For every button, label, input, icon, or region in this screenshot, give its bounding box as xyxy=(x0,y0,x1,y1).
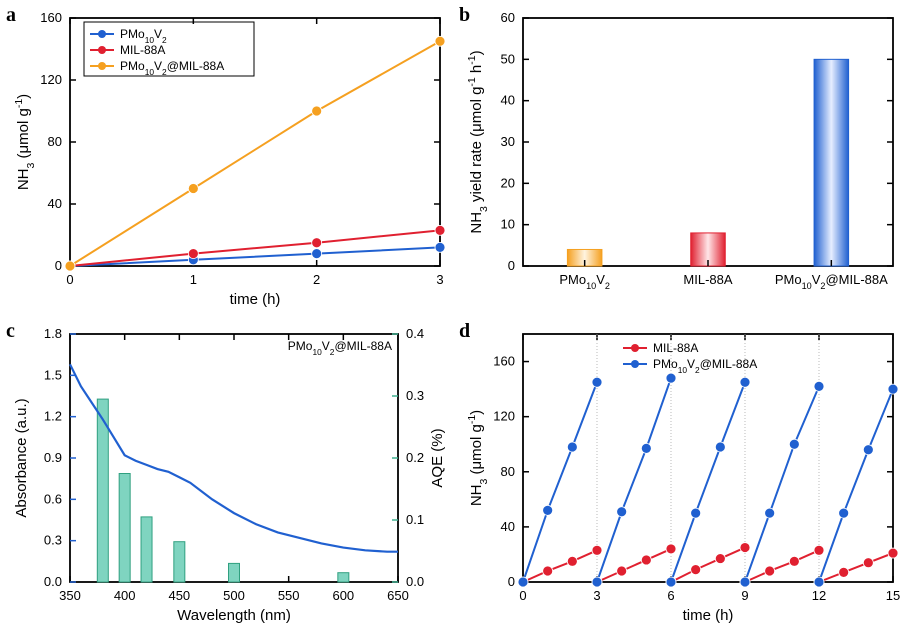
svg-text:0: 0 xyxy=(55,258,62,273)
svg-text:20: 20 xyxy=(501,175,515,190)
svg-text:0.0: 0.0 xyxy=(406,574,424,589)
panel-b-label: b xyxy=(459,4,470,27)
svg-text:550: 550 xyxy=(278,588,300,603)
svg-text:0.4: 0.4 xyxy=(406,326,424,341)
svg-text:0.2: 0.2 xyxy=(406,450,424,465)
svg-text:MIL-88A: MIL-88A xyxy=(120,43,165,57)
panel-a-svg: 0 1 2 3 0 40 80 120 160 time (h) NH3 (μmol g-1) PMo… xyxy=(0,0,453,316)
svg-text:50: 50 xyxy=(501,51,515,66)
svg-text:6: 6 xyxy=(667,588,674,603)
svg-text:9: 9 xyxy=(741,588,748,603)
svg-text:160: 160 xyxy=(493,354,515,369)
svg-text:time (h): time (h) xyxy=(230,291,281,308)
panel-c: c 3504004505005506006500.00.30.60.91.21.… xyxy=(0,316,453,632)
svg-text:400: 400 xyxy=(114,588,136,603)
svg-text:3: 3 xyxy=(593,588,600,603)
panel-d: d 0 3 6 9 12 15 0 40 80 120 160 time (h) NH3 (μmol g… xyxy=(453,316,906,632)
svg-text:40: 40 xyxy=(501,93,515,108)
svg-text:PMo10V2: PMo10V2 xyxy=(559,272,610,291)
svg-text:1: 1 xyxy=(190,272,197,287)
svg-text:NH3 yield rate (μmol g-1 h-1): NH3 yield rate (μmol g-1 h-1) xyxy=(466,50,490,233)
svg-text:500: 500 xyxy=(223,588,245,603)
svg-text:0.6: 0.6 xyxy=(44,491,62,506)
svg-text:0: 0 xyxy=(66,272,73,287)
svg-text:NH3 (μmol g-1): NH3 (μmol g-1) xyxy=(466,410,490,506)
svg-text:120: 120 xyxy=(493,409,515,424)
svg-text:0.3: 0.3 xyxy=(44,533,62,548)
svg-text:600: 600 xyxy=(332,588,354,603)
svg-text:3: 3 xyxy=(436,272,443,287)
svg-text:120: 120 xyxy=(40,72,62,87)
svg-text:40: 40 xyxy=(48,196,62,211)
svg-text:PMo10V2@MIL-88A: PMo10V2@MIL-88A xyxy=(653,357,757,375)
svg-text:350: 350 xyxy=(59,588,81,603)
svg-text:AQE (%): AQE (%) xyxy=(429,428,446,487)
svg-text:650: 650 xyxy=(387,588,409,603)
svg-text:80: 80 xyxy=(501,464,515,479)
svg-text:MIL-88A: MIL-88A xyxy=(653,341,698,355)
svg-text:0.9: 0.9 xyxy=(44,450,62,465)
svg-text:0.3: 0.3 xyxy=(406,388,424,403)
svg-text:2: 2 xyxy=(313,272,320,287)
svg-text:time (h): time (h) xyxy=(683,607,734,624)
svg-text:40: 40 xyxy=(501,519,515,534)
svg-text:Wavelength (nm): Wavelength (nm) xyxy=(177,607,291,624)
svg-text:MIL-88A: MIL-88A xyxy=(683,272,732,287)
svg-text:0.0: 0.0 xyxy=(44,574,62,589)
svg-text:450: 450 xyxy=(168,588,190,603)
panel-c-svg: 3504004505005506006500.00.30.60.91.21.51… xyxy=(0,316,453,632)
panel-a-label: a xyxy=(6,4,16,27)
svg-text:Absorbance (a.u.): Absorbance (a.u.) xyxy=(13,398,30,517)
svg-text:160: 160 xyxy=(40,10,62,25)
panel-a: a 0 1 2 3 0 40 80 120 160 time (h) NH3 (μmol g-1) P… xyxy=(0,0,453,316)
svg-text:15: 15 xyxy=(886,588,900,603)
figure-grid: a 012304080120160time (h)NH3 (μmol g-1)P… xyxy=(0,0,906,632)
svg-text:80: 80 xyxy=(48,134,62,149)
svg-text:PMo10V2@MIL-88A: PMo10V2@MIL-88A xyxy=(288,339,392,357)
svg-text:0: 0 xyxy=(508,258,515,273)
svg-text:12: 12 xyxy=(812,588,826,603)
svg-text:10: 10 xyxy=(501,217,515,232)
svg-text:30: 30 xyxy=(501,134,515,149)
panel-b: b 0 10 20 30 40 50 60 PMo10V2 MIL-88A PMo10V2@MIL… xyxy=(453,0,906,316)
panel-d-svg: 0 3 6 9 12 15 0 40 80 120 160 time (h) NH3 (μmol g-1… xyxy=(453,316,906,632)
panel-b-svg: 0 10 20 30 40 50 60 PMo10V2 MIL-88A PMo10V2@MIL-8… xyxy=(453,0,906,316)
svg-text:PMo10V2@MIL-88A: PMo10V2@MIL-88A xyxy=(775,272,888,291)
svg-text:0: 0 xyxy=(508,574,515,589)
panel-d-label: d xyxy=(459,320,470,343)
panel-c-label: c xyxy=(6,320,15,343)
svg-text:1.2: 1.2 xyxy=(44,409,62,424)
svg-text:NH3 (μmol g-1): NH3 (μmol g-1) xyxy=(13,94,37,190)
svg-text:1.5: 1.5 xyxy=(44,367,62,382)
svg-text:60: 60 xyxy=(501,10,515,25)
svg-text:PMo10V2@MIL-88A: PMo10V2@MIL-88A xyxy=(120,59,224,77)
svg-text:0: 0 xyxy=(519,588,526,603)
svg-text:1.8: 1.8 xyxy=(44,326,62,341)
svg-text:0.1: 0.1 xyxy=(406,512,424,527)
